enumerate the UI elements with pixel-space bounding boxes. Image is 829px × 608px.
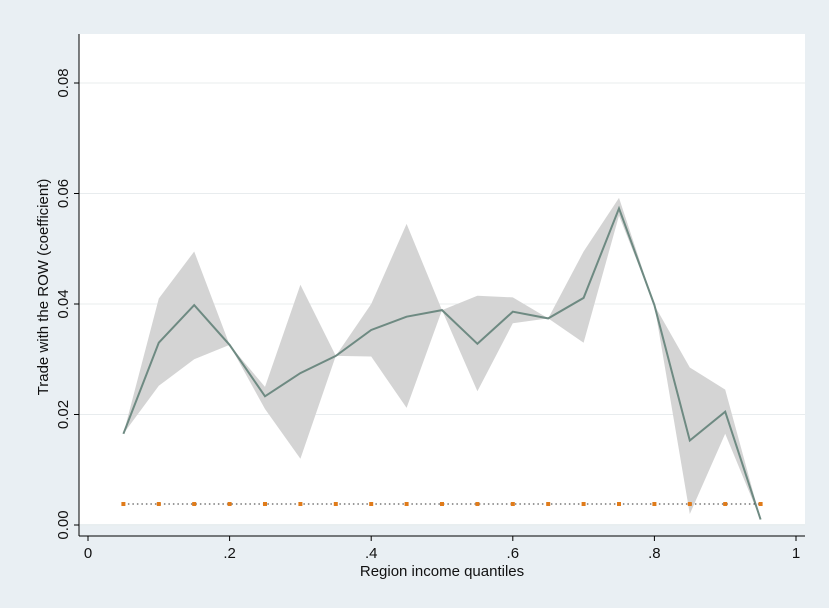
reference-point xyxy=(581,502,586,507)
reference-point xyxy=(758,502,763,507)
reference-point xyxy=(156,502,161,507)
reference-point xyxy=(617,502,621,507)
x-tick-label: 0 xyxy=(84,545,92,562)
x-axis-ticks: 0 .2 .4 .6 .8 1 xyxy=(84,536,800,562)
y-tick-label: 0.02 xyxy=(55,400,72,429)
y-tick-label: 0.00 xyxy=(55,510,72,539)
y-tick-label: 0.08 xyxy=(55,68,72,97)
confidence-band xyxy=(123,197,761,520)
x-tick-label: .6 xyxy=(507,545,520,562)
reference-point xyxy=(192,502,197,507)
x-axis-title: Region income quantiles xyxy=(360,563,524,580)
reference-point xyxy=(369,502,374,507)
reference-point xyxy=(510,502,515,507)
reference-point xyxy=(723,502,728,507)
reference-point xyxy=(546,502,551,507)
x-tick-label: .2 xyxy=(223,545,236,562)
y-tick-label: 0.06 xyxy=(55,179,72,208)
y-tick-label: 0.04 xyxy=(55,289,72,318)
reference-point xyxy=(475,502,480,507)
reference-point xyxy=(440,502,444,507)
reference-point xyxy=(121,502,126,507)
reference-point xyxy=(227,502,232,507)
reference-point xyxy=(404,502,409,507)
y-axis-ticks: 0.00 0.02 0.04 0.06 0.08 xyxy=(55,68,79,540)
x-tick-label: .4 xyxy=(365,545,378,562)
y-axis-title: Trade with the ROW (coefficient) xyxy=(35,179,52,396)
reference-point xyxy=(652,502,657,507)
reference-point xyxy=(687,502,692,507)
reference-point xyxy=(298,502,303,507)
estimate-line xyxy=(122,205,762,520)
reference-point xyxy=(263,502,267,507)
x-tick-label: .8 xyxy=(648,545,661,562)
series-layer xyxy=(121,205,763,520)
x-tick-label: 1 xyxy=(792,545,800,562)
reference-point xyxy=(333,502,338,507)
